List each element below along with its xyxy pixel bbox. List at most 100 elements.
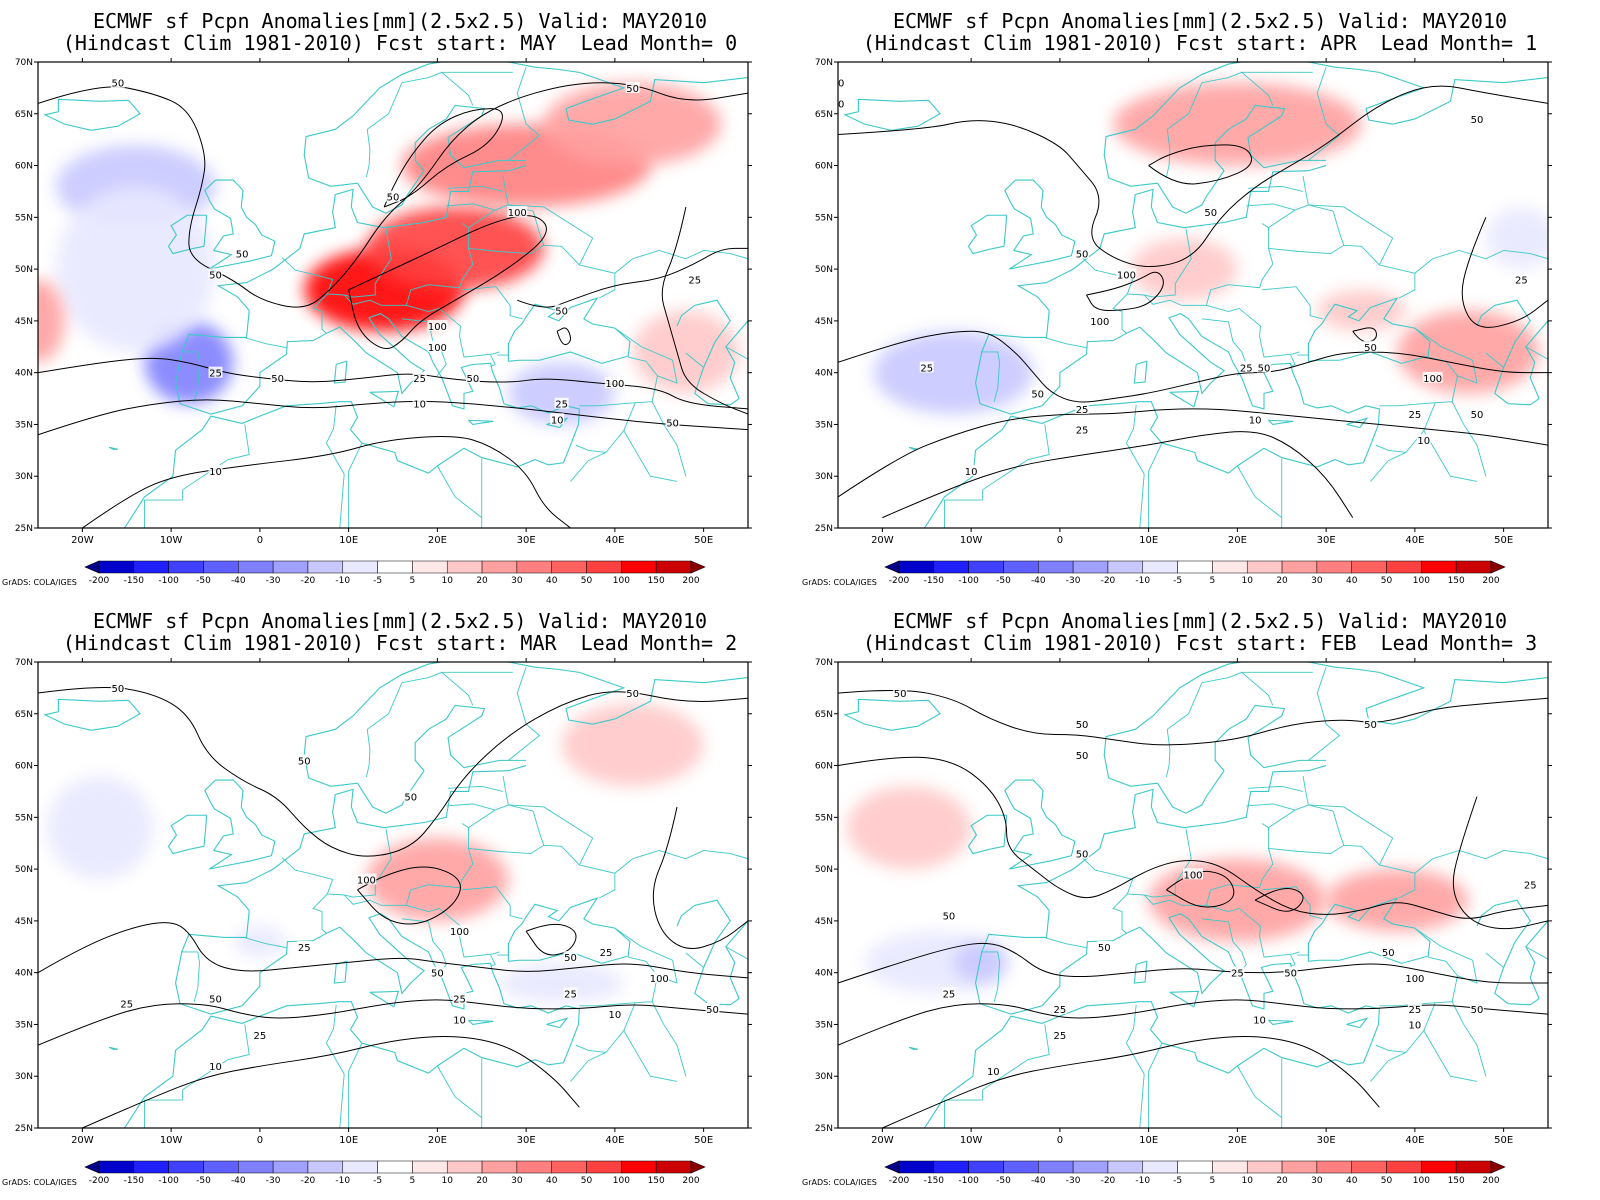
- contour-label-bg: [427, 320, 448, 332]
- contour-label-bg: [1283, 966, 1298, 978]
- contour-label-bg: [554, 304, 569, 316]
- lat-tick-label: 55N: [815, 213, 833, 223]
- lat-tick-label: 25N: [15, 524, 33, 534]
- lat-tick-label: 30N: [815, 472, 833, 482]
- national-border: [144, 1099, 183, 1128]
- anomaly-shade: [846, 786, 972, 870]
- lon-tick-label: 50E: [694, 535, 713, 546]
- anomaly-shade: [1148, 858, 1327, 942]
- contour-label-bg: [1052, 1028, 1067, 1040]
- contour-label-bg: [1363, 718, 1378, 730]
- lat-tick-label: 70N: [15, 58, 33, 68]
- colorbar-segment: [133, 560, 169, 574]
- colorbar-segment: [933, 1160, 969, 1174]
- panel-title-line1: ECMWF sf Pcpn Anomalies[mm](2.5x2.5) Val…: [892, 609, 1508, 633]
- contour-line: [838, 408, 1548, 498]
- colorbar-segment: [481, 560, 518, 574]
- national-border: [325, 404, 345, 528]
- lon-tick-label: 30E: [517, 535, 536, 546]
- national-border: [462, 286, 523, 320]
- national-border: [447, 785, 504, 792]
- national-border: [570, 451, 607, 482]
- coastline: [1308, 62, 1548, 125]
- colorbar-segment: [1212, 560, 1248, 574]
- contour-label: 25: [413, 374, 426, 385]
- contour-label-bg: [604, 377, 625, 389]
- contour-label-bg: [705, 1002, 720, 1014]
- national-border: [440, 671, 513, 706]
- colorbar-segment: [968, 560, 1004, 574]
- colorbar-segment: [551, 1160, 587, 1174]
- contour-label: 100: [357, 875, 376, 886]
- coastline: [967, 214, 1008, 255]
- contour-label: 100: [650, 974, 669, 985]
- contour-label-bg: [412, 371, 427, 383]
- contour-label-bg: [1523, 878, 1538, 890]
- lon-tick-label: 20E: [428, 535, 447, 546]
- colorbar-segment: [586, 560, 622, 574]
- contour-line: [82, 436, 571, 528]
- contour-line: [838, 689, 1548, 746]
- coastline: [1307, 897, 1431, 964]
- contour-line: [1148, 144, 1253, 185]
- national-border: [651, 401, 687, 477]
- anomaly-shade: [543, 82, 722, 166]
- colorbar: -200 -150 -100 -50 -40 -30 -20 -10 -5 5 10 20 30 40 50…: [84, 560, 706, 586]
- contour-line: [357, 866, 461, 925]
- colorbar-segment: [377, 560, 413, 574]
- national-border: [614, 249, 748, 274]
- contour-label: 50: [209, 270, 222, 281]
- colorbar-segment: [1038, 560, 1074, 574]
- national-border: [1525, 346, 1548, 360]
- coastline: [838, 394, 839, 396]
- coastline: [303, 62, 527, 214]
- lon-tick-label: 30E: [1317, 1135, 1336, 1146]
- contour-label-bg: [270, 371, 285, 383]
- contour-label: 10: [413, 400, 426, 411]
- national-border: [1268, 844, 1416, 899]
- contour-label-bg: [449, 925, 470, 937]
- coastline: [1476, 299, 1548, 406]
- coastline: [975, 165, 1327, 415]
- contour-label-bg: [235, 247, 250, 259]
- national-border: [446, 803, 496, 811]
- coastline: [507, 297, 631, 364]
- map-frame: [37, 61, 749, 529]
- national-border: [182, 424, 250, 501]
- lat-tick-label: 55N: [15, 213, 33, 223]
- colorbar-segment: [586, 1160, 622, 1174]
- contour-label-bg: [386, 190, 400, 202]
- national-border: [1206, 904, 1300, 958]
- contour-label-bg: [1248, 413, 1263, 425]
- national-border: [1414, 849, 1548, 874]
- national-border: [1262, 886, 1323, 920]
- national-border: [1414, 249, 1548, 274]
- contour-label-bg: [1075, 402, 1090, 414]
- national-border: [1308, 804, 1345, 846]
- colorbar-segment: [1351, 560, 1387, 574]
- colorbar-label: 50: [581, 576, 593, 586]
- contour-label: 10: [453, 1015, 466, 1026]
- contour-label: 10: [1409, 1020, 1422, 1031]
- anomaly-shade: [632, 310, 740, 394]
- contour-label: 100: [1183, 870, 1202, 881]
- colorbar-label: -150: [924, 576, 945, 586]
- lat-tick-label: 35N: [815, 1020, 833, 1030]
- lat-tick-label: 70N: [815, 658, 833, 668]
- lat-tick-label: 45N: [15, 917, 33, 927]
- colorbar-segment: [481, 1160, 518, 1174]
- national-border: [508, 67, 541, 161]
- colorbar-segment: [1107, 560, 1144, 574]
- coastline: [1169, 390, 1200, 408]
- national-border: [685, 352, 704, 368]
- contour-line: [38, 82, 748, 308]
- colorbar-segment: [551, 560, 587, 574]
- contour-label-bg: [507, 206, 528, 218]
- national-border: [1485, 352, 1504, 368]
- colorbar-label: 150: [648, 576, 665, 586]
- contour-label: 50: [1471, 115, 1484, 126]
- colorbar-label: -40: [1031, 1176, 1046, 1186]
- panel-title-line2: (Hindcast Clim 1981-2010) Fcst start: AP…: [862, 31, 1538, 55]
- contour-line: [383, 108, 503, 208]
- contour-label-bg: [607, 1008, 622, 1020]
